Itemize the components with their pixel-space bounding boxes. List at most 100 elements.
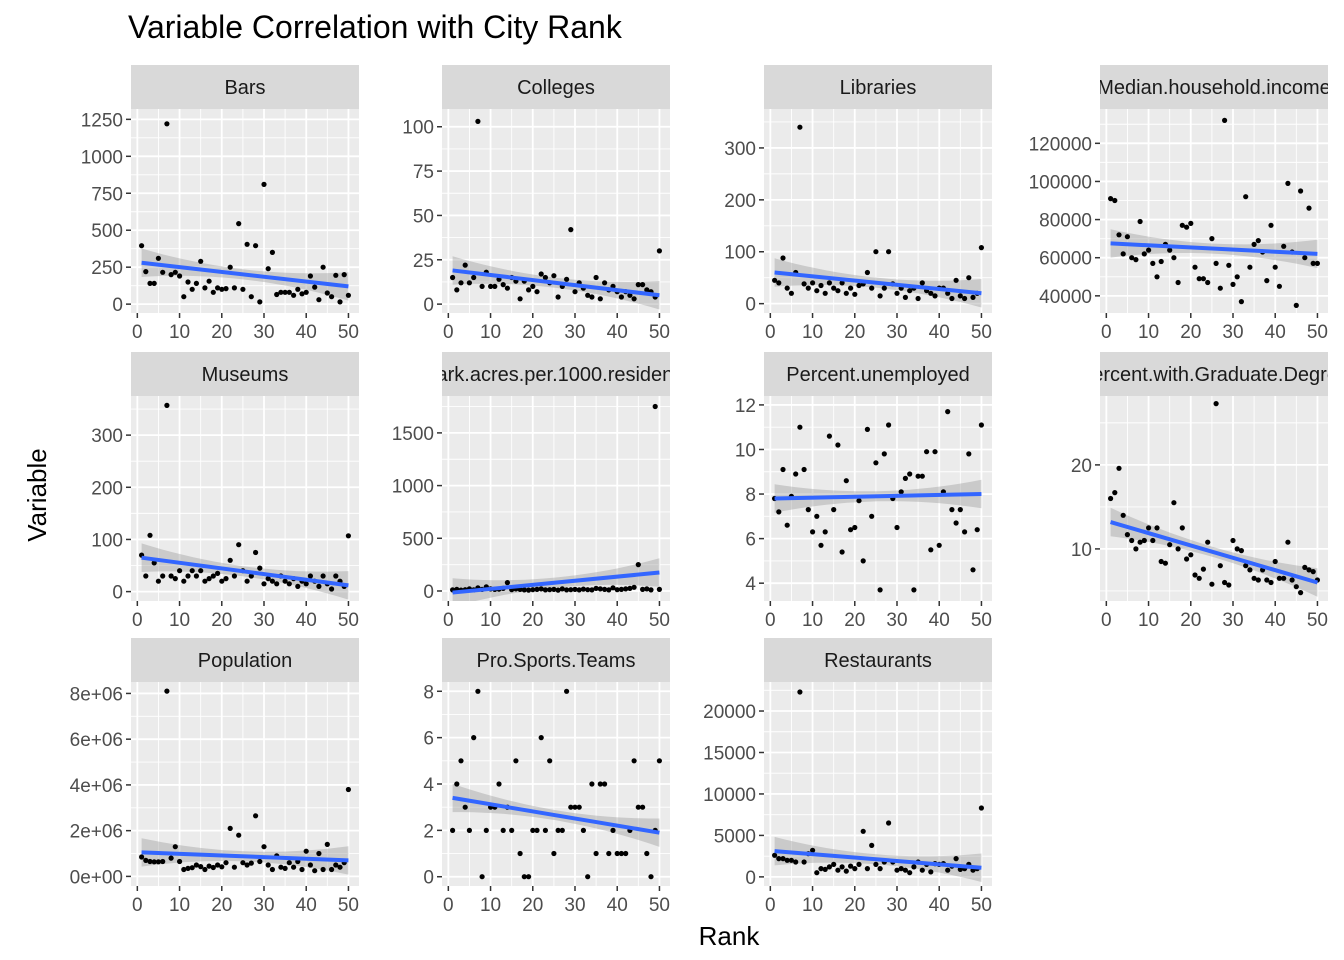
data-point [640,282,646,288]
data-point [1205,539,1211,545]
facet-strip [131,638,359,682]
data-point [1213,260,1219,266]
data-point [784,285,790,291]
facet-strip [764,352,992,396]
data-point [572,586,578,593]
panel-plot-area [450,688,663,880]
y-tick-label: 2 [423,821,434,842]
data-point [345,786,351,793]
data-point [555,827,561,834]
y-tick-label: 20 [1071,456,1092,477]
facet-population: Population 0 10 20 30 40 50 0e+00 2e+06 4e+06 6e+0… [70,638,359,916]
data-point [265,576,271,582]
y-tick-label: 500 [91,221,123,242]
data-point [635,562,641,568]
data-point [1251,575,1257,581]
data-point [458,280,464,286]
x-tick-label: 0 [1101,610,1112,631]
data-point [839,549,845,555]
data-point [555,294,561,300]
panel-plot-area [772,689,985,882]
data-point [257,565,263,571]
x-tick-label: 10 [169,322,190,343]
data-point [291,864,297,870]
data-point [1289,577,1295,583]
data-point [320,264,326,270]
data-point [1268,579,1274,586]
y-tick-label: 15000 [703,743,756,764]
data-point [316,850,322,857]
data-point [1162,560,1168,566]
y-tick-label: 100 [402,118,434,139]
x-tick-label: 50 [649,322,670,343]
facet-percent-with-graduate-degree: Percent.with.Graduate.Degree 0 10 20 30 40 50 1… [1071,352,1328,631]
data-point [945,867,951,873]
x-tick-label: 20 [522,322,543,343]
data-point [928,290,934,296]
data-point [269,866,275,873]
x-tick-label: 40 [1265,322,1286,343]
data-point [907,471,913,477]
data-point [962,295,968,302]
data-point [155,578,161,584]
data-point [244,241,250,247]
data-point [822,290,828,296]
data-point [160,573,166,579]
data-point [458,758,464,764]
data-point [788,857,795,863]
data-point [1179,525,1185,531]
data-point [618,294,625,300]
data-point [886,422,892,428]
data-point [1184,224,1190,230]
data-point [488,283,494,289]
x-tick-label: 0 [443,610,454,631]
data-point [597,781,603,787]
data-point [231,864,237,870]
data-point [1179,222,1185,228]
y-tick-label: 60000 [1039,249,1092,270]
data-point [278,289,284,295]
data-point [526,287,532,293]
data-point [957,507,963,513]
data-point [776,280,782,286]
data-point [219,578,225,584]
data-point [810,847,816,853]
data-point [1293,584,1299,590]
x-tick-label: 0 [765,895,776,916]
data-point [852,291,858,297]
data-point [576,804,582,810]
x-tick-label: 40 [607,895,628,916]
data-point [1247,567,1253,573]
data-point [877,587,883,593]
data-point [1141,251,1147,257]
facet-strip-label: Bars [224,77,265,99]
data-point [856,861,862,868]
data-point [593,274,599,281]
x-tick-label: 50 [971,610,992,631]
trend-line [141,260,349,289]
y-tick-label: 0 [423,295,434,316]
data-point [206,278,212,284]
data-point [471,735,477,741]
data-point [261,581,267,587]
data-point [593,585,599,592]
data-point [265,862,271,868]
data-point [189,865,195,871]
data-point [341,272,347,278]
data-point [877,866,883,872]
data-point [852,524,858,531]
data-point [147,280,153,286]
data-point [652,403,658,410]
data-point [1129,537,1135,544]
data-point [640,804,646,810]
y-tick-label: 8 [745,485,756,506]
panel-plot-area [139,402,351,600]
data-point [450,827,456,834]
data-point [534,827,540,834]
data-point [843,868,849,874]
data-point [223,286,229,292]
data-point [337,864,343,870]
facet-strip [131,65,359,109]
data-point [945,409,951,415]
